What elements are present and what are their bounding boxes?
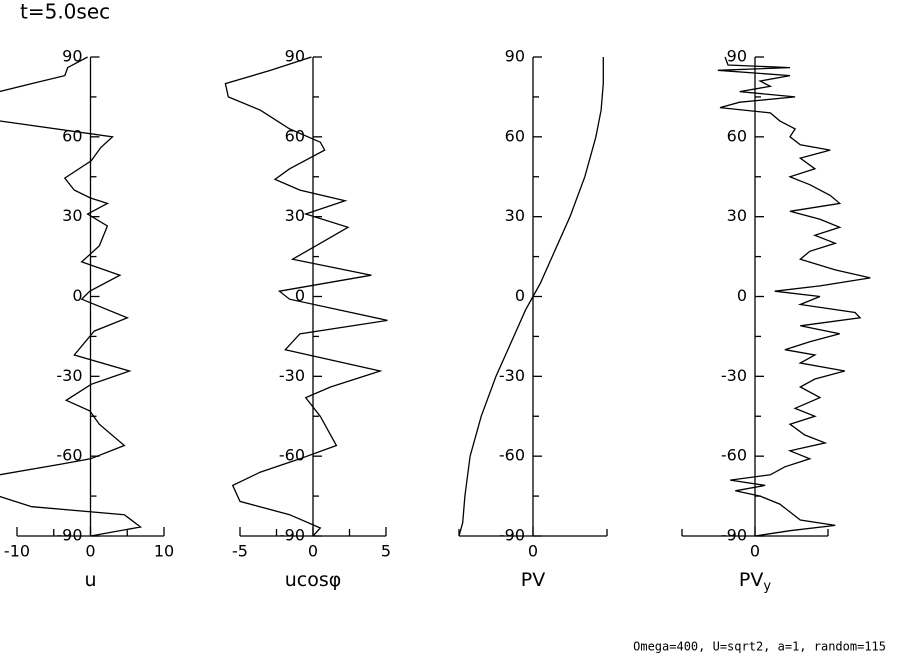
y-tick-label: 0 <box>72 286 82 305</box>
y-tick-label: -60 <box>721 446 747 465</box>
profile-line <box>458 57 604 537</box>
profile-line <box>717 56 871 537</box>
x-axis-label-main: ucosφ <box>285 569 342 591</box>
x-tick-label: 0 <box>85 542 95 561</box>
x-axis-label-main: PV <box>739 569 763 591</box>
y-tick-label: -90 <box>279 526 305 545</box>
y-tick-label: 0 <box>515 286 525 305</box>
y-tick-label: -90 <box>721 526 747 545</box>
y-tick-label: -30 <box>499 366 525 385</box>
x-tick-label: 0 <box>308 542 318 561</box>
x-tick-label: 5 <box>381 542 391 561</box>
y-tick-label: 60 <box>505 126 525 145</box>
y-tick-label: 30 <box>62 206 82 225</box>
y-tick-label: 90 <box>505 47 525 66</box>
y-tick-label: 0 <box>737 286 747 305</box>
y-tick-label: 90 <box>727 47 747 66</box>
footer: Omega=400, U=sqrt2, a=1, random=115 <box>633 640 886 654</box>
x-tick-label: 10 <box>154 542 174 561</box>
y-tick-label: -30 <box>721 366 747 385</box>
y-tick-label: -30 <box>279 366 305 385</box>
x-axis-label: u <box>84 569 96 591</box>
x-axis-label-main: PV <box>521 569 545 591</box>
y-tick-label: 30 <box>285 206 305 225</box>
y-tick-label: 0 <box>295 286 305 305</box>
x-tick-label: -10 <box>4 542 30 561</box>
y-tick-label: 90 <box>62 47 82 66</box>
y-tick-label: 60 <box>285 126 305 145</box>
x-axis-label: PV <box>521 569 545 591</box>
profile-line <box>224 56 388 537</box>
y-tick-label: -30 <box>56 366 82 385</box>
y-tick-label: -60 <box>499 446 525 465</box>
y-tick-label: 60 <box>727 126 747 145</box>
x-tick-label: -5 <box>232 542 248 561</box>
y-tick-label: 30 <box>505 206 525 225</box>
x-tick-label: 0 <box>528 542 538 561</box>
y-tick-label: 30 <box>727 206 747 225</box>
y-tick-label: -90 <box>499 526 525 545</box>
x-axis-label-main: u <box>84 569 96 591</box>
x-axis-label-sub: y <box>763 579 771 594</box>
profile-line <box>0 56 143 537</box>
y-tick-label: -60 <box>56 446 82 465</box>
x-axis-label: ucosφ <box>285 569 342 591</box>
y-tick-label: 60 <box>62 126 82 145</box>
x-axis-label: PVy <box>739 569 771 594</box>
title: t=5.0sec <box>20 0 110 24</box>
x-tick-label: 0 <box>750 542 760 561</box>
y-tick-label: -90 <box>56 526 82 545</box>
